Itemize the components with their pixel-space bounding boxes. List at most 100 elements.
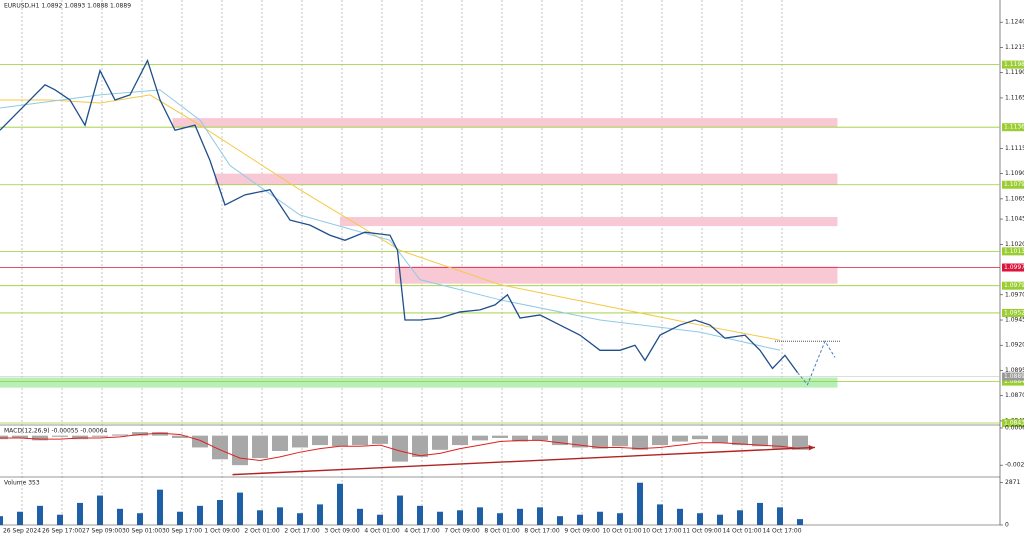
bar <box>352 435 368 446</box>
bar <box>517 508 523 525</box>
x-tick-label: 8 Oct 17:00 <box>524 528 559 535</box>
y-tick-label: 0.00065 <box>1005 424 1024 431</box>
level-label: 1.0884 <box>1004 378 1024 385</box>
y-tick-label: 1.1165 <box>1005 94 1024 101</box>
bar <box>237 492 243 525</box>
bar <box>472 435 488 441</box>
zone <box>215 173 838 185</box>
bar <box>577 514 583 525</box>
bar <box>617 513 623 525</box>
bar <box>372 435 388 444</box>
level-tag <box>1002 418 1024 427</box>
bar <box>497 513 503 525</box>
current-label: 1.0889 <box>1004 373 1024 380</box>
x-tick-label: 26 Sep 17:00 <box>42 528 82 535</box>
bar <box>37 505 43 525</box>
bar <box>732 435 748 446</box>
bar <box>752 435 768 447</box>
bar <box>337 483 343 525</box>
bar <box>757 502 763 525</box>
signal-line <box>0 432 801 461</box>
bar <box>317 504 323 525</box>
x-tick-label: 11 Oct 09:00 <box>682 528 721 535</box>
bar <box>112 434 128 436</box>
y-tick-label: 1.0920 <box>1005 342 1024 349</box>
x-tick-label: 30 Sep 17:00 <box>162 528 202 535</box>
x-tick-label: 9 Oct 09:00 <box>564 528 599 535</box>
bar <box>697 513 703 525</box>
zone <box>0 377 838 388</box>
bar <box>152 432 168 436</box>
bar <box>57 514 63 525</box>
chart-title: EURUSD,H1 1.0892 1.0893 1.0888 1.0889 <box>4 3 131 10</box>
level-tag <box>1002 281 1024 290</box>
level-label: 1.0952 <box>1004 309 1024 316</box>
bar <box>552 435 568 446</box>
bar <box>512 435 528 442</box>
x-tick-label: 4 Oct 01:00 <box>364 528 399 535</box>
x-tick-label: 1 Oct 09:00 <box>204 528 239 535</box>
bar <box>292 435 308 448</box>
bar <box>672 435 688 442</box>
trend-line <box>232 446 816 476</box>
bar <box>277 507 283 525</box>
price-line <box>0 58 799 373</box>
bar <box>772 435 788 449</box>
y-tick-label: 1.1190 <box>1005 69 1024 76</box>
x-tick-label: 30 Sep 01:00 <box>122 528 162 535</box>
bar <box>572 435 588 448</box>
bar <box>592 435 608 449</box>
bar <box>537 507 543 525</box>
bar <box>797 519 803 525</box>
price-line <box>797 340 836 386</box>
bar <box>712 435 728 443</box>
y-tick-label: 2871 <box>1005 479 1020 486</box>
level-tag <box>1002 123 1024 132</box>
bar <box>132 432 148 436</box>
x-tick-label: 7 Oct 09:00 <box>444 528 479 535</box>
bar <box>597 511 603 525</box>
bar <box>412 435 428 457</box>
y-tick-label: 1.1090 <box>1005 170 1024 177</box>
bar <box>737 510 743 525</box>
y-tick-label: 1.0895 <box>1005 367 1024 374</box>
y-tick-label: 0 <box>1005 522 1009 529</box>
bar <box>117 508 123 525</box>
bar <box>397 495 403 525</box>
bar <box>332 435 348 447</box>
bar <box>157 489 163 525</box>
zone <box>172 118 838 128</box>
level-label: 1.0979 <box>1004 282 1024 289</box>
level-tag <box>1002 180 1024 189</box>
bar <box>252 435 268 459</box>
bar <box>557 516 563 525</box>
level-label: 1.0997 <box>1004 264 1024 271</box>
x-tick-label: 2 Oct 17:00 <box>284 528 319 535</box>
y-tick-label: 1.0945 <box>1005 317 1024 324</box>
bar <box>0 516 3 525</box>
bar <box>417 505 423 525</box>
y-tick-label: 1.1115 <box>1005 145 1024 152</box>
bar <box>357 508 363 525</box>
x-tick-label: 14 Oct 17:00 <box>762 528 801 535</box>
bar <box>177 511 183 525</box>
bar <box>612 435 628 447</box>
bar <box>72 435 88 440</box>
x-tick-label: 26 Sep 2024 <box>3 528 41 535</box>
level-tag <box>1002 60 1024 69</box>
y-tick-label: 1.1045 <box>1005 216 1024 223</box>
bar <box>52 435 68 437</box>
bar <box>477 507 483 525</box>
y-tick-label: -0.0025 <box>1005 462 1024 469</box>
price-line <box>0 94 781 341</box>
bar <box>217 499 223 525</box>
bar <box>92 435 108 437</box>
bar <box>437 511 443 525</box>
bar <box>12 435 28 438</box>
bar <box>392 435 408 462</box>
bar <box>532 435 548 441</box>
bar <box>197 505 203 525</box>
y-tick-label: 1.0870 <box>1005 392 1024 399</box>
bar <box>432 435 448 450</box>
